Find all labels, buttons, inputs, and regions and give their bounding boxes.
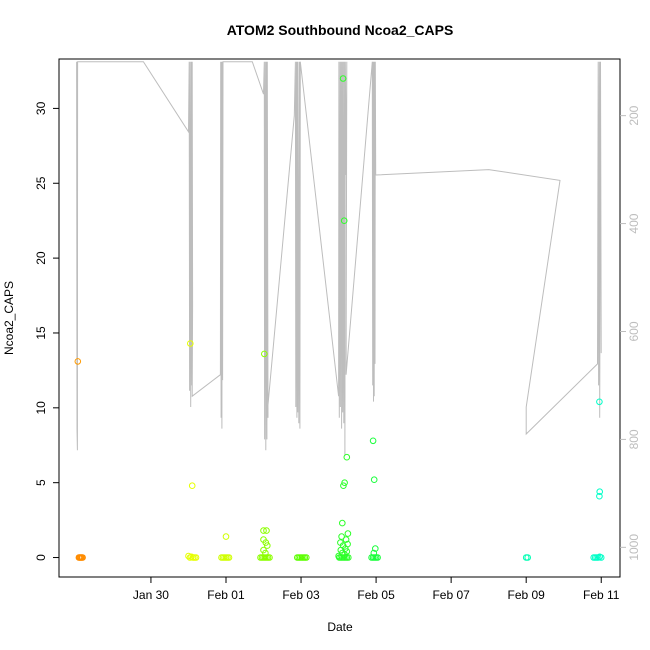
- data-point-82: [596, 492, 603, 500]
- data-point-14: [192, 554, 200, 561]
- x-tick-label: Jan 30: [133, 588, 169, 602]
- y-tick-label: 5: [34, 479, 48, 486]
- x-tick-label: Feb 01: [207, 588, 245, 602]
- data-point-79: [524, 554, 532, 561]
- data-point-15: [222, 533, 230, 540]
- data-point-47: [341, 479, 348, 487]
- data-point-36: [266, 554, 273, 561]
- data-point-69: [369, 437, 377, 445]
- data-point-52: [342, 536, 350, 543]
- data-point-68: [345, 554, 352, 561]
- y-tick-label: 25: [34, 176, 48, 190]
- chart-title: ATOM2 Southbound Ncoa2_CAPS: [227, 22, 454, 38]
- y2-tick-label: 200: [627, 105, 641, 125]
- data-point-8: [188, 482, 196, 490]
- data-point-0: [74, 358, 82, 365]
- x-axis-label: Date: [327, 620, 353, 634]
- data-point-46: [343, 453, 351, 461]
- y2-tick-label: 800: [627, 429, 641, 449]
- y-tick-label: 15: [34, 326, 48, 340]
- data-point-71: [372, 545, 379, 552]
- data-point-70: [370, 476, 378, 484]
- data-point-80: [596, 398, 603, 406]
- data-point-50: [344, 530, 352, 537]
- data-point-48: [340, 482, 347, 490]
- data-point-27: [264, 542, 271, 549]
- y2-tick-label: 400: [627, 213, 641, 233]
- data-point-6: [79, 554, 86, 561]
- plot-frame: [58, 58, 621, 578]
- x-tick-label: Feb 11: [583, 588, 620, 602]
- y-axis-label: Ncoa2_CAPS: [2, 281, 16, 355]
- depth-track-layer: [76, 61, 602, 456]
- data-point-51: [338, 533, 345, 540]
- y-tick-label: 20: [34, 251, 48, 265]
- x-axis: Jan 30 Feb 01 Feb 03 Feb 05 Feb 07 Feb 09 Feb …: [133, 577, 620, 602]
- x-tick-label: Feb 05: [357, 588, 395, 602]
- y2-tick-label: 1000: [627, 534, 641, 561]
- depth-track-line: [76, 61, 602, 456]
- data-point-77: [374, 554, 381, 561]
- data-point-9: [185, 552, 192, 560]
- data-point-88: [597, 554, 605, 561]
- x-tick-label: Feb 07: [432, 588, 470, 602]
- right-depth-axis: 200 400 600 800 1000: [620, 105, 641, 561]
- x-tick-label: Feb 03: [282, 588, 320, 602]
- data-point-49: [339, 519, 346, 527]
- data-point-22: [261, 350, 268, 358]
- y-axis: 0 5 10 15 20 25 30: [34, 101, 59, 561]
- y2-tick-label: 600: [627, 321, 641, 341]
- data-point-21: [225, 554, 233, 561]
- data-point-45: [340, 217, 348, 224]
- points-layer: [74, 75, 605, 561]
- data-point-23: [260, 527, 267, 534]
- y-tick-label: 30: [34, 101, 48, 115]
- data-point-44: [339, 75, 347, 82]
- x-tick-label: Feb 09: [508, 588, 546, 602]
- y-tick-label: 0: [34, 554, 48, 561]
- data-point-7: [187, 340, 194, 347]
- data-point-24: [263, 527, 270, 534]
- y-tick-label: 10: [34, 401, 48, 415]
- data-point-81: [596, 488, 604, 496]
- data-point-43: [303, 554, 310, 561]
